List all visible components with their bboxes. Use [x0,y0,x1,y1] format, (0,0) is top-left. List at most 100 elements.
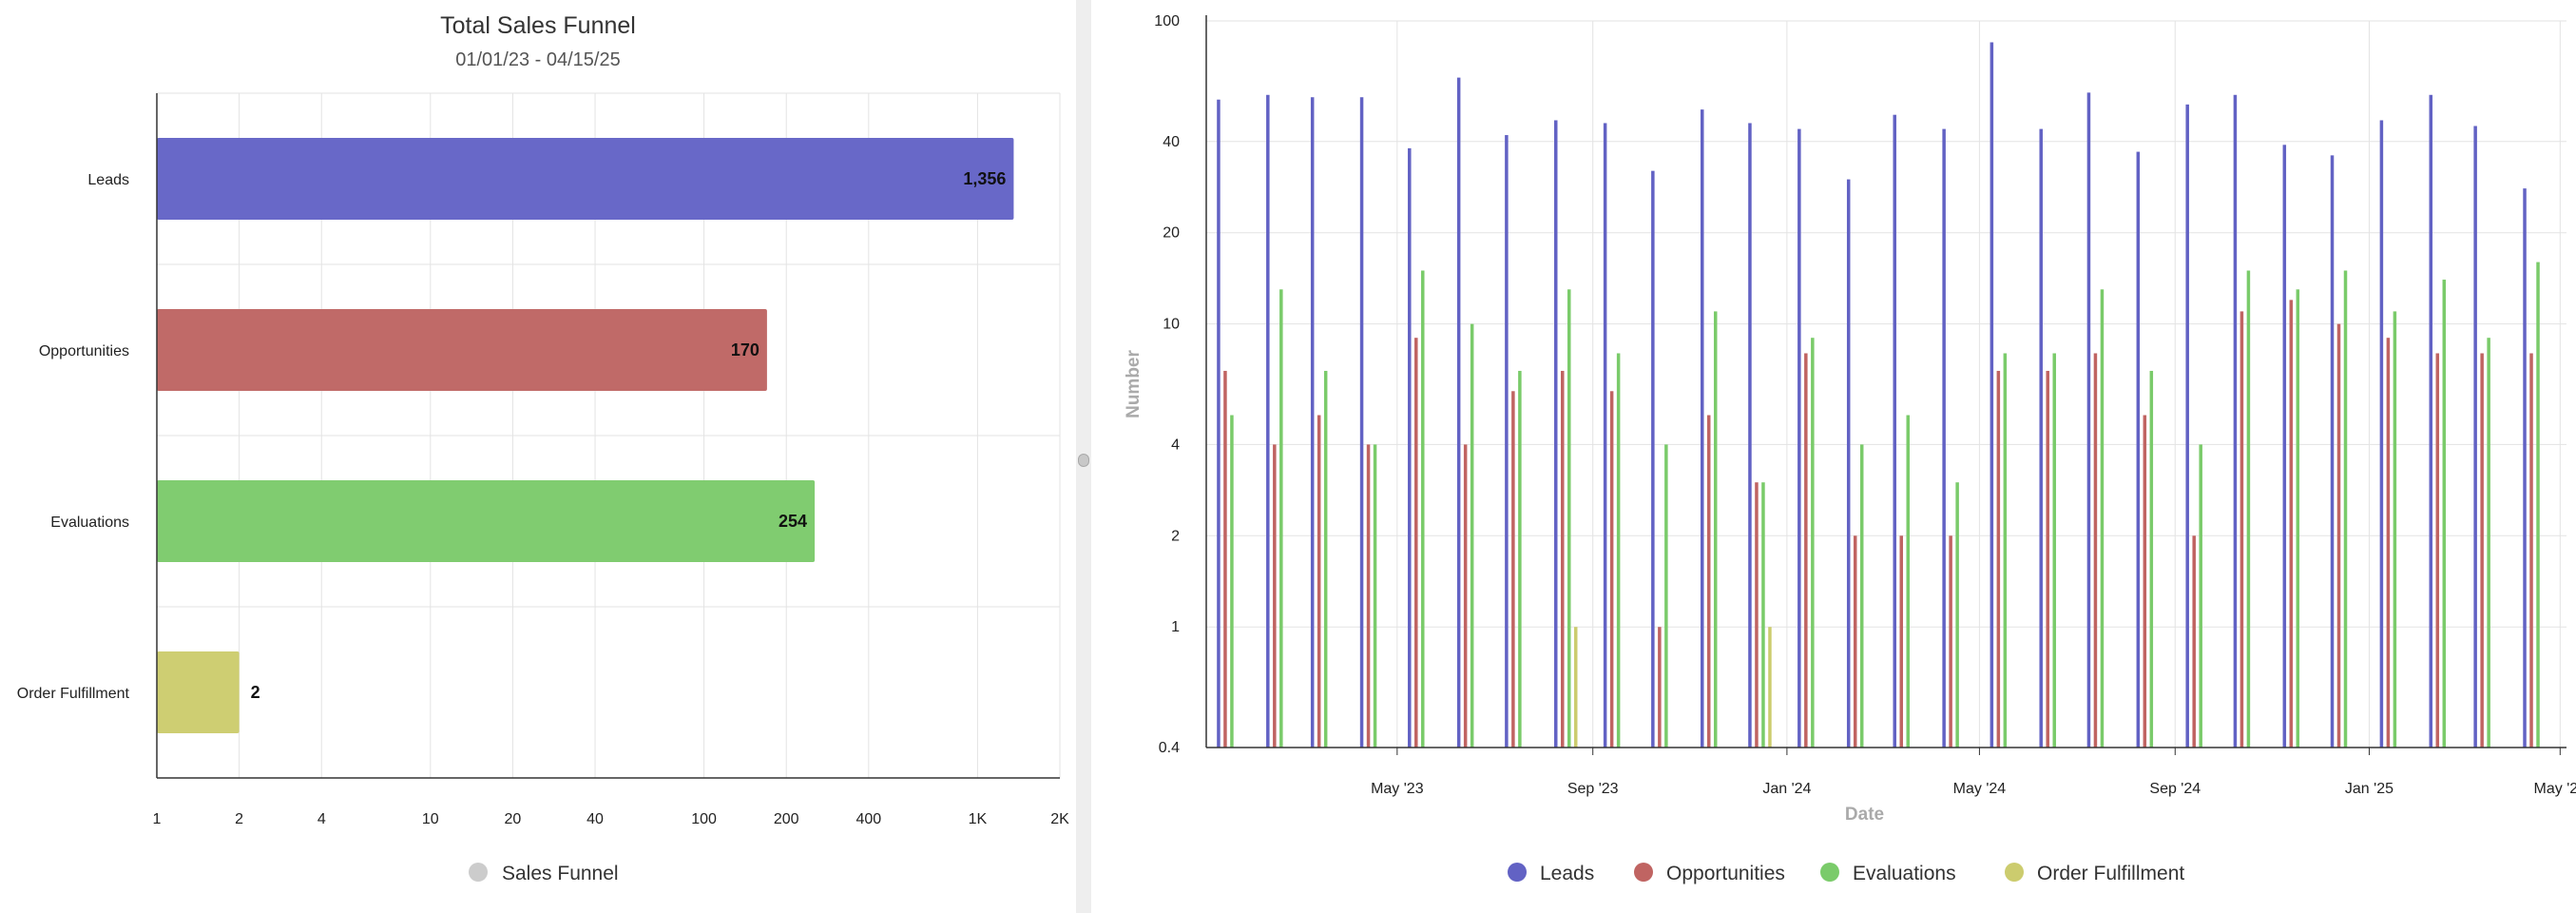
bar-evaluations[interactable] [1373,444,1377,748]
bar-leads[interactable] [1942,128,1946,748]
bar-opportunities[interactable] [2143,415,2147,748]
bar-evaluations[interactable] [2052,353,2056,748]
bar-order-fulfillment[interactable] [157,651,240,733]
bar-leads[interactable] [2233,94,2238,748]
bar-leads[interactable] [1310,97,1315,748]
legend-label-opportunities[interactable]: Opportunities [1666,863,1785,884]
panel-splitter[interactable] [1076,0,1091,913]
bar-opportunities[interactable] [1223,370,1227,748]
bar-opportunities[interactable] [2529,353,2533,748]
legend-marker[interactable] [1508,863,1527,882]
bar-opportunities[interactable] [2289,300,2294,748]
bar-leads[interactable] [1846,179,1851,748]
bar-opportunities[interactable] [1755,482,1759,748]
bar-opportunities[interactable] [1853,535,1857,748]
bar-opportunities[interactable] [1317,415,1321,748]
bar-evaluations[interactable] [1567,289,1571,748]
bar-leads[interactable] [1748,123,1752,748]
bar-evaluations[interactable] [1230,415,1234,748]
bar-opportunities[interactable] [1273,444,1277,748]
bar-leads[interactable] [1797,128,1801,748]
bar-leads[interactable] [2523,188,2527,748]
bar-evaluations[interactable] [157,480,816,562]
bar-leads[interactable] [2039,128,2043,748]
bar-evaluations[interactable] [2536,262,2540,748]
bar-leads[interactable] [1893,114,1896,748]
bar-evaluations[interactable] [1955,482,1959,748]
bar-leads[interactable] [1603,123,1607,748]
bar-leads[interactable] [1217,99,1221,748]
bar-opportunities[interactable] [1414,338,1418,748]
bar-leads[interactable] [2086,92,2091,748]
bar-evaluations[interactable] [1713,311,1718,748]
bar-opportunities[interactable] [2480,353,2484,748]
bar-leads[interactable] [1505,135,1509,748]
bar-opportunities[interactable] [1609,391,1614,748]
bar-evaluations[interactable] [1470,323,1474,748]
bar-opportunities[interactable] [2046,370,2049,748]
bar-evaluations[interactable] [1811,338,1815,748]
bar-evaluations[interactable] [2246,270,2251,748]
bar-evaluations[interactable] [2487,338,2490,748]
legend-marker[interactable] [2005,863,2024,882]
bar-leads[interactable] [1651,170,1655,748]
bar-evaluations[interactable] [1421,270,1425,748]
bar-opportunities[interactable] [2336,323,2341,748]
bar-evaluations[interactable] [1323,370,1328,748]
bar-evaluations[interactable] [1518,370,1522,748]
legend-label-evaluations[interactable]: Evaluations [1853,863,1956,884]
bar-order-fulfillment[interactable] [1768,627,1772,748]
bar-leads[interactable] [1554,120,1558,748]
bar-evaluations[interactable] [2442,280,2447,748]
bar-opportunities[interactable] [2240,311,2244,748]
bar-opportunities[interactable] [1366,444,1371,748]
bar-opportunities[interactable] [1949,535,1952,748]
legend-label-leads[interactable]: Leads [1540,863,1594,884]
bar-opportunities[interactable] [1899,535,1903,748]
bar-opportunities[interactable] [1996,370,2001,748]
bar-leads[interactable] [157,138,1014,220]
bar-leads[interactable] [2379,120,2384,748]
legend[interactable]: Sales Funnel [469,863,619,884]
legend-marker[interactable] [1634,863,1653,882]
bar-opportunities[interactable] [2435,353,2440,748]
bar-leads[interactable] [1266,94,1270,748]
bar-opportunities[interactable] [1561,370,1565,748]
bar-evaluations[interactable] [2199,444,2202,748]
bar-evaluations[interactable] [2296,289,2300,748]
bar-evaluations[interactable] [1664,444,1668,748]
bar-opportunities[interactable] [1511,391,1515,748]
bar-evaluations[interactable] [2343,270,2348,748]
bar-evaluations[interactable] [2100,289,2105,748]
legend-marker[interactable] [1820,863,1839,882]
bar-opportunities[interactable] [2386,338,2391,748]
bar-leads[interactable] [1359,97,1364,748]
bar-opportunities[interactable] [1804,353,1808,748]
bar-opportunities[interactable] [2093,353,2098,748]
bar-evaluations[interactable] [2003,353,2008,748]
bar-leads[interactable] [1456,77,1461,748]
bar-leads[interactable] [2473,126,2477,748]
bar-evaluations[interactable] [1279,289,1283,748]
bar-evaluations[interactable] [2149,370,2154,748]
bar-leads[interactable] [2429,94,2433,748]
bar-leads[interactable] [1990,42,1994,748]
bar-order-fulfillment[interactable] [1574,627,1578,748]
bar-opportunities[interactable] [1463,444,1468,748]
bar-evaluations[interactable] [1906,415,1910,748]
bar-leads[interactable] [2330,155,2335,748]
bar-evaluations[interactable] [1761,482,1765,748]
legend-marker[interactable] [469,863,488,882]
legend[interactable]: Leads Opportunities Evaluations Order Fulfi… [1508,863,2184,884]
bar-leads[interactable] [1408,147,1412,748]
bar-leads[interactable] [2185,104,2189,748]
bar-evaluations[interactable] [1616,353,1621,748]
legend-label-sales-funnel[interactable]: Sales Funnel [502,863,619,884]
bar-leads[interactable] [1700,109,1704,748]
bar-evaluations[interactable] [1859,444,1864,748]
bar-opportunities[interactable] [2192,535,2196,748]
legend-label-order-fulfillment[interactable]: Order Fulfillment [2037,863,2184,884]
bar-opportunities[interactable] [1658,627,1662,748]
bar-leads[interactable] [2282,145,2287,748]
bar-opportunities[interactable] [1706,415,1711,748]
